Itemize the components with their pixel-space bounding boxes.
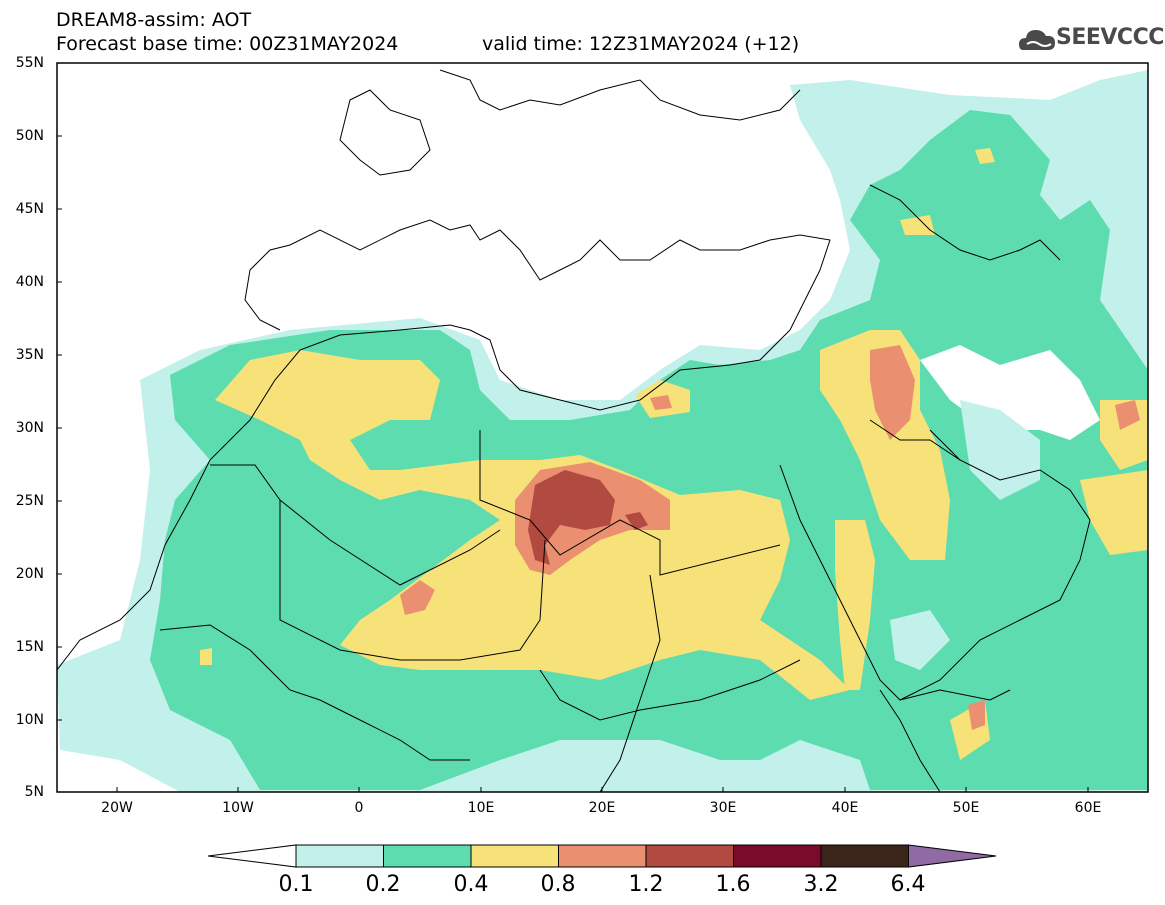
colorbar-label: 0.2 [365, 872, 401, 897]
lat-label: 35N [15, 347, 44, 363]
colorbar-bin [820, 844, 909, 868]
lon-label: 10W [222, 800, 254, 816]
colorbar-label: 0.1 [278, 872, 314, 897]
colorbar-bin [470, 844, 559, 868]
map-title: DREAM8-assim: AOT [56, 9, 252, 31]
cloud-logo-icon [1019, 30, 1055, 50]
colorbar-label: 3.2 [803, 872, 839, 897]
logo-text: SEEVCCC [1056, 25, 1164, 50]
lat-label: 20N [15, 566, 44, 582]
colorbar-label: 6.4 [890, 872, 926, 897]
colorbar-label: 0.4 [453, 872, 489, 897]
lat-label: 40N [15, 274, 44, 290]
colorbar [207, 844, 997, 868]
lon-label: 0 [354, 800, 364, 816]
lon-label: 20E [588, 800, 616, 816]
colorbar-label: 1.2 [628, 872, 664, 897]
colorbar-bin [295, 844, 384, 868]
colorbar-upper-triangle [908, 844, 997, 868]
lat-label: 50N [15, 128, 44, 144]
colorbar-bin [645, 844, 734, 868]
colorbar-bin [733, 844, 822, 868]
lat-label: 25N [15, 493, 44, 509]
colorbar-bin [383, 844, 472, 868]
aot-field [57, 70, 1148, 792]
lat-label: 55N [15, 55, 44, 71]
axis-ticks [57, 62, 1089, 792]
lat-label: 10N [15, 712, 44, 728]
lon-label: 10E [467, 800, 495, 816]
coastlines [57, 69, 1091, 792]
lat-label: 45N [15, 201, 44, 217]
colorbar-label: 1.6 [715, 872, 751, 897]
lon-label: 30E [709, 800, 737, 816]
lat-label: 5N [24, 784, 44, 800]
colorbar-bin [558, 844, 647, 868]
forecast-base-time: Forecast base time: 00Z31MAY2024 [56, 33, 399, 55]
lon-label: 60E [1074, 800, 1102, 816]
colorbar-label: 0.8 [540, 872, 576, 897]
lon-label: 50E [952, 800, 980, 816]
lon-label: 40E [831, 800, 859, 816]
lat-label: 30N [15, 420, 44, 436]
lon-label: 20W [101, 800, 133, 816]
lat-label: 15N [15, 639, 44, 655]
valid-time: valid time: 12Z31MAY2024 (+12) [482, 33, 800, 55]
colorbar-lower-triangle [207, 844, 297, 868]
